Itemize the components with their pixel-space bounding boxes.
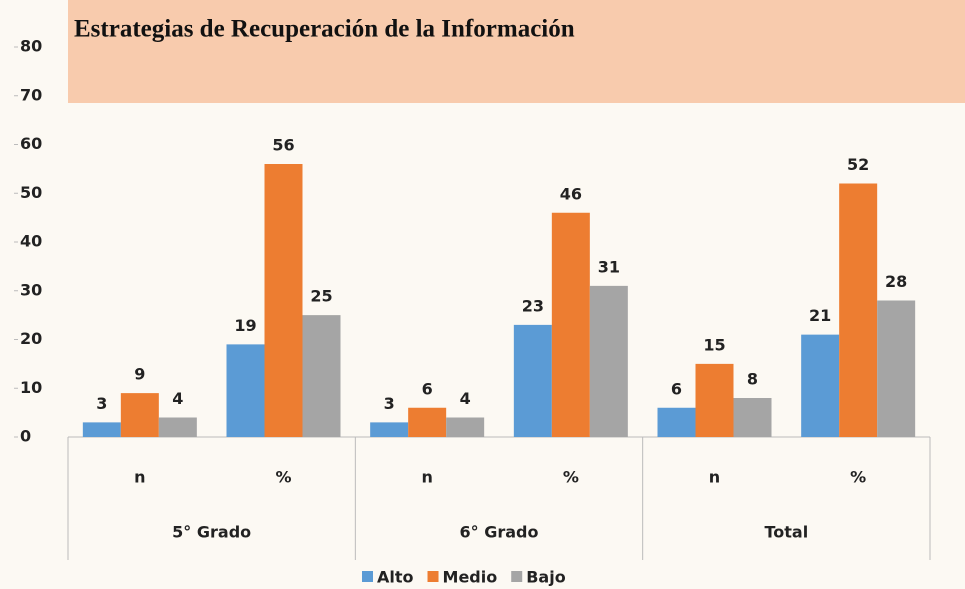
bar [82,422,121,437]
bar [370,422,409,437]
data-label: 46 [560,184,582,203]
bar [408,407,447,437]
data-label: 28 [885,272,907,291]
data-label: 19 [234,316,256,335]
x-tick-label: % [275,468,291,487]
legend-label: Alto [377,568,414,587]
legend-swatch [511,571,523,582]
y-tick-label: 30 [20,280,42,299]
y-tick-label: 60 [20,134,42,153]
legend-swatch [362,571,373,582]
x-tick-label: n [421,468,432,487]
bar [120,393,159,437]
group-label: Total [764,523,808,542]
bar [589,285,628,437]
data-label: 4 [172,389,183,408]
bar [877,300,916,437]
group-label: 6° Grado [460,523,539,542]
y-tick-label: 80 [20,37,42,56]
data-label: 6 [422,379,433,398]
chart-title: Estrategias de Recuperación de la Inform… [74,16,575,43]
bar [513,324,552,437]
data-label: 3 [96,394,107,413]
y-tick-label: 0 [20,427,31,446]
legend-label: Bajo [526,568,565,587]
bar [446,417,485,437]
bar [801,334,840,437]
data-label: 9 [134,365,145,384]
title-box [68,0,965,103]
y-tick-label: 50 [20,183,42,202]
data-label: 6 [671,379,682,398]
bar [551,212,590,437]
x-tick-label: n [134,468,145,487]
x-tick-label: % [850,468,866,487]
y-tick-label: 10 [20,378,42,397]
bar [657,407,696,437]
x-tick-label: % [563,468,579,487]
group-label: 5° Grado [172,523,251,542]
bar [839,183,878,437]
data-label: 15 [703,335,725,354]
bar [158,417,197,437]
data-label: 23 [522,296,544,315]
legend-label: Medio [443,568,498,587]
data-label: 4 [460,389,471,408]
y-tick-label: 20 [20,329,42,348]
data-label: 21 [809,306,831,325]
data-label: 8 [747,370,758,389]
x-tick-label: n [709,468,720,487]
y-tick-label: 40 [20,232,42,251]
data-label: 52 [847,155,869,174]
y-tick-label: 70 [20,85,42,104]
bar [302,315,341,437]
data-label: 3 [384,394,395,413]
data-label: 56 [272,136,294,155]
bar [264,164,303,437]
bar [733,398,772,437]
data-label: 31 [598,257,620,276]
legend-swatch [427,571,439,582]
bar [226,344,265,437]
bar [695,363,734,437]
data-label: 25 [310,287,332,306]
